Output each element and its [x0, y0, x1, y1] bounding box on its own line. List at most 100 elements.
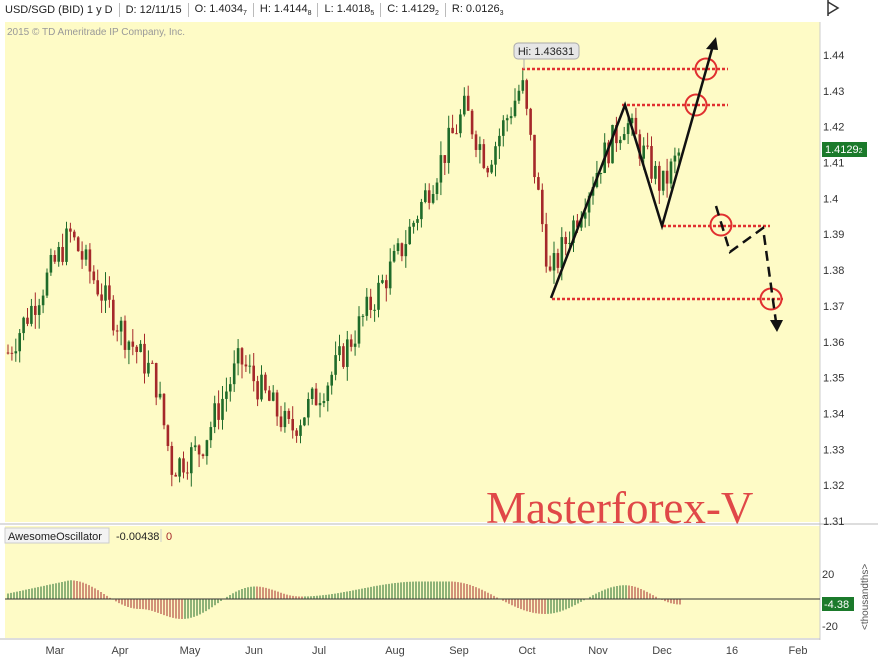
candle-body: [154, 363, 158, 398]
candle-body: [361, 315, 365, 317]
candle-body: [521, 80, 525, 91]
candle-body: [53, 255, 57, 262]
candle-body: [626, 123, 630, 135]
candle-body: [572, 220, 575, 243]
candle-body: [193, 445, 197, 448]
candle-body: [170, 445, 174, 475]
candle-body: [248, 365, 252, 367]
header-divider: [444, 3, 446, 17]
candle-body: [490, 164, 493, 173]
oscillator-tick-neg20: -20: [822, 621, 838, 633]
candle-body: [427, 190, 431, 203]
candle-body: [147, 362, 150, 374]
price-tick-label: 1.42: [823, 122, 844, 134]
candle-body: [638, 134, 642, 159]
candle-body: [240, 348, 244, 365]
candle-body: [100, 294, 103, 301]
candle-body: [431, 194, 435, 203]
target-circle: [684, 93, 708, 117]
candle-body: [186, 472, 189, 474]
candle-body: [318, 403, 322, 406]
time-tick-label: Sep: [449, 645, 469, 657]
high-subdigit: 8: [307, 10, 312, 18]
candle-body: [552, 253, 556, 271]
open-subdigit: 7: [242, 10, 247, 18]
time-tick-label: Dec: [652, 645, 672, 657]
time-tick-label: Aug: [385, 645, 405, 657]
oscillator-current-text: -4.38: [824, 599, 849, 611]
candle-body: [498, 135, 501, 147]
candle-body: [221, 398, 224, 420]
candle-body: [560, 237, 564, 268]
candle-body: [544, 224, 548, 267]
candle-body: [119, 320, 123, 332]
candle-body: [92, 271, 96, 281]
candle-body: [673, 155, 677, 162]
candle-body: [307, 398, 310, 418]
candle-body: [650, 146, 653, 179]
oscillator-units-label: <thousandths>: [860, 564, 871, 630]
candle-body: [548, 266, 552, 271]
time-tick-label: Jun: [245, 645, 263, 657]
candle-body: [474, 134, 478, 150]
candle-body: [486, 167, 489, 173]
candle-body: [619, 139, 622, 144]
candle-body: [260, 374, 263, 400]
candle-body: [634, 117, 638, 135]
candle-body: [338, 346, 341, 356]
candle-body: [357, 316, 361, 344]
candle-body: [108, 285, 111, 300]
candle-body: [537, 177, 540, 190]
candle-body: [252, 365, 255, 382]
symbol-label[interactable]: USD/SGD (BID) 1 y D: [5, 4, 113, 16]
candle-body: [502, 120, 505, 136]
close-label: C: 1.41292: [387, 3, 439, 17]
candle-body: [96, 280, 99, 295]
candle-body: [232, 363, 236, 385]
drawing-tools-icon[interactable]: [824, 0, 844, 23]
high-price-tooltip: [513, 42, 580, 60]
candle-body: [209, 427, 213, 441]
copyright-text: 2015 © TD Ameritrade IP Company, Inc.: [7, 27, 185, 38]
candle-body: [424, 190, 427, 202]
candle-body: [642, 145, 645, 159]
current-price-value: 1.4129: [825, 144, 859, 156]
date-label: D: 12/11/15: [125, 4, 182, 16]
range-subdigit: 3: [499, 10, 504, 18]
candle-body: [182, 458, 185, 473]
candle-body: [482, 144, 486, 168]
candle-body: [451, 127, 454, 134]
candle-body: [88, 249, 92, 272]
candlestick-series: [6, 70, 681, 487]
current-price-text: 1.41292: [825, 144, 863, 156]
oscillator-histogram: [7, 580, 681, 619]
price-axis: 1.44 1.43 1.42 1.41 1.4 1.39 1.38 1.37 1.36 1.35 1…: [823, 50, 844, 528]
candle-body: [599, 172, 603, 174]
candle-body: [661, 170, 665, 191]
candle-body: [268, 390, 271, 401]
candle-body: [34, 305, 37, 315]
close-value: C: 1.4129: [387, 2, 435, 15]
candle-body: [166, 425, 170, 446]
candle-body: [279, 416, 283, 428]
candle-body: [435, 182, 439, 195]
candle-body: [295, 430, 298, 436]
candle-body: [190, 447, 193, 474]
candle-body: [303, 417, 306, 426]
candle-body: [529, 108, 532, 135]
candle-body: [455, 133, 458, 135]
candle-body: [49, 255, 53, 273]
candle-body: [131, 341, 135, 347]
candle-body: [373, 309, 376, 311]
time-axis: Mar Apr May Jun Jul Aug Sep Oct Nov Dec 16 Feb: [46, 645, 808, 657]
candle-body: [334, 355, 337, 375]
oscillator-current-badge: [822, 597, 854, 611]
candle-body: [310, 388, 314, 399]
oscillator-title[interactable]: AwesomeOscillator: [8, 531, 102, 543]
candle-body: [478, 144, 482, 150]
candle-body: [205, 440, 209, 457]
high-value: H: 1.4144: [259, 2, 308, 15]
time-tick-label: Nov: [588, 645, 608, 657]
range-label: R: 0.01263: [452, 3, 504, 17]
time-tick-label: Feb: [789, 645, 808, 657]
